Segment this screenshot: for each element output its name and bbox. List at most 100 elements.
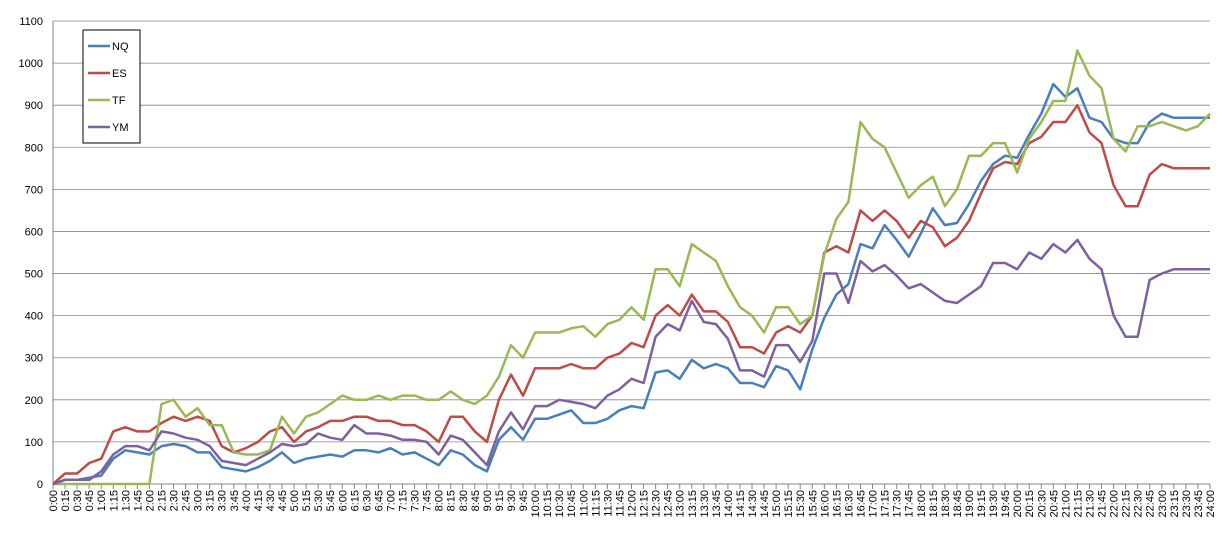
x-tick-label: 17:00 — [868, 490, 880, 518]
x-tick-label: 5:45 — [325, 490, 337, 511]
x-tick-label: 21:30 — [1084, 490, 1096, 518]
legend-label: TF — [112, 95, 126, 107]
x-tick-label: 21:45 — [1097, 490, 1109, 518]
x-tick-label: 5:00 — [289, 490, 301, 511]
x-tick-label: 18:30 — [940, 490, 952, 518]
x-tick-label: 6:00 — [337, 490, 349, 511]
x-tick-label: 2:15 — [156, 490, 168, 511]
x-tick-label: 12:15 — [639, 490, 651, 518]
x-tick-label: 1:00 — [96, 490, 108, 511]
y-tick-label: 1100 — [19, 16, 43, 28]
x-tick-label: 10:45 — [566, 490, 578, 518]
x-tick-label: 2:30 — [169, 490, 181, 511]
x-tick-label: 7:45 — [422, 490, 434, 511]
x-tick-label: 14:15 — [735, 490, 747, 518]
x-tick-label: 13:30 — [699, 490, 711, 518]
x-tick-label: 12:45 — [663, 490, 675, 518]
x-tick-label: 3:30 — [217, 490, 229, 511]
x-tick-label: 0:45 — [84, 490, 96, 511]
x-tick-label: 11:45 — [614, 490, 626, 517]
x-tick-label: 16:00 — [819, 490, 831, 518]
x-tick-label: 21:15 — [1072, 490, 1084, 518]
x-tick-label: 8:45 — [470, 490, 482, 511]
x-tick-label: 17:30 — [892, 490, 904, 518]
x-tick-label: 16:15 — [831, 490, 843, 518]
x-tick-label: 19:45 — [1000, 490, 1012, 518]
x-tick-label: 7:30 — [410, 490, 422, 511]
x-tick-label: 14:45 — [759, 490, 771, 518]
y-tick-label: 100 — [25, 437, 43, 449]
x-tick-label: 19:00 — [964, 490, 976, 518]
legend-label: YM — [112, 122, 129, 134]
y-tick-label: 700 — [25, 184, 43, 196]
x-tick-label: 20:00 — [1012, 490, 1024, 518]
x-tick-label: 9:15 — [494, 490, 506, 511]
y-tick-label: 300 — [25, 353, 43, 365]
y-tick-label: 200 — [25, 395, 43, 407]
x-tick-label: 19:15 — [976, 490, 988, 518]
x-tick-label: 10:15 — [542, 490, 554, 518]
x-tick-label: 23:30 — [1181, 490, 1193, 518]
x-tick-label: 18:00 — [916, 490, 928, 518]
x-tick-label: 16:30 — [843, 490, 855, 518]
x-tick-label: 8:30 — [458, 490, 470, 511]
x-tick-label: 22:00 — [1109, 490, 1121, 518]
x-tick-label: 6:45 — [373, 490, 385, 511]
series-line — [52, 238, 1210, 486]
x-tick-label: 5:30 — [313, 490, 325, 511]
x-tick-label: 3:15 — [205, 490, 217, 511]
legend-box — [82, 29, 141, 144]
y-tick-label: 900 — [25, 100, 43, 112]
series-line — [52, 103, 1210, 485]
x-tick-label: 15:30 — [795, 490, 807, 518]
x-tick-label: 4:00 — [241, 490, 253, 511]
x-tick-label: 15:45 — [807, 490, 819, 518]
x-tick-label: 18:45 — [952, 490, 964, 518]
x-tick-label: 1:30 — [120, 490, 132, 511]
x-tick-label: 4:15 — [253, 490, 265, 511]
x-tick-label: 2:45 — [181, 490, 193, 511]
x-tick-label: 13:45 — [711, 490, 723, 518]
x-tick-label: 18:15 — [928, 490, 940, 518]
x-tick-label: 22:15 — [1121, 490, 1133, 518]
x-tick-label: 0:30 — [72, 490, 84, 511]
x-tick-label: 14:00 — [723, 490, 735, 518]
x-tick-label: 7:15 — [398, 490, 410, 511]
x-tick-label: 9:45 — [518, 490, 530, 511]
x-tick-label: 23:15 — [1169, 490, 1181, 518]
x-tick-label: 8:15 — [446, 490, 458, 511]
x-tick-label: 11:00 — [578, 490, 590, 517]
x-tick-label: 13:15 — [687, 490, 699, 518]
y-tick-label: 0 — [37, 479, 43, 491]
x-tick-label: 17:15 — [880, 490, 892, 518]
y-tick-label: 1000 — [19, 58, 43, 70]
x-tick-label: 6:15 — [349, 490, 361, 511]
y-tick-label: 500 — [25, 269, 43, 281]
x-tick-label: 20:15 — [1024, 490, 1036, 518]
x-tick-label: 23:00 — [1157, 490, 1169, 518]
x-tick-label: 4:30 — [265, 490, 277, 511]
series-line — [52, 82, 1210, 486]
x-tick-label: 8:00 — [434, 490, 446, 511]
x-tick-label: 7:00 — [385, 490, 397, 511]
legend-label: ES — [112, 68, 127, 80]
x-tick-label: 20:30 — [1036, 490, 1048, 518]
x-tick-label: 16:45 — [855, 490, 867, 518]
x-tick-label: 0:15 — [60, 490, 72, 511]
x-tick-label: 10:30 — [554, 490, 566, 518]
x-tick-label: 22:45 — [1145, 490, 1157, 518]
x-tick-label: 24:00 — [1205, 490, 1217, 518]
x-tick-label: 4:45 — [277, 490, 289, 511]
x-tick-label: 14:30 — [747, 490, 759, 518]
x-tick-label: 6:30 — [361, 490, 373, 511]
y-tick-label: 800 — [25, 142, 43, 154]
x-tick-label: 9:00 — [482, 490, 494, 511]
x-tick-label: 12:00 — [627, 490, 639, 518]
x-tick-label: 12:30 — [651, 490, 663, 518]
x-tick-label: 1:15 — [108, 490, 120, 511]
x-tick-label: 1:45 — [132, 490, 144, 511]
x-tick-label: 5:15 — [301, 490, 313, 511]
x-tick-label: 20:45 — [1048, 490, 1060, 518]
x-tick-label: 21:00 — [1060, 490, 1072, 518]
